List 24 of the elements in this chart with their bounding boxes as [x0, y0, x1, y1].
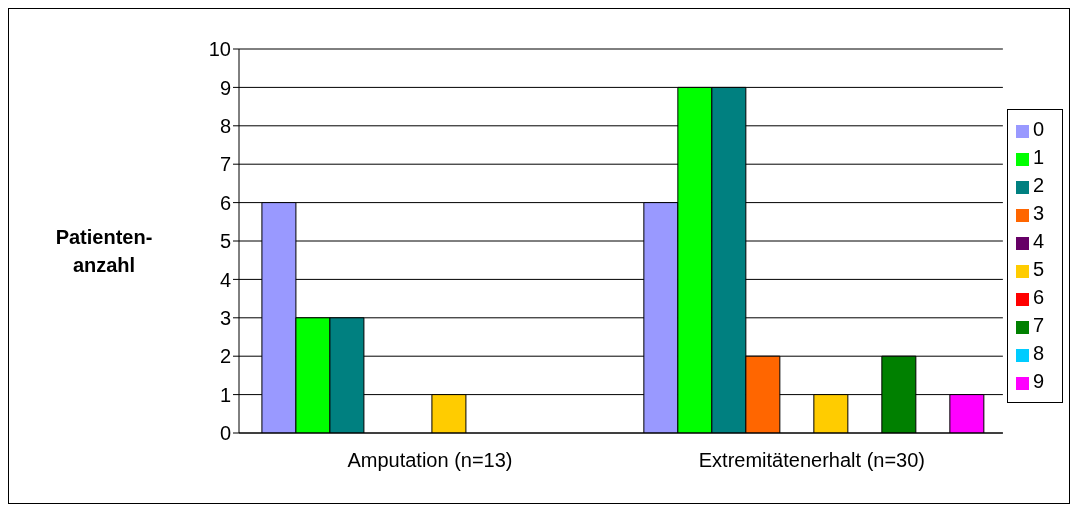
y-tick-label: 4: [219, 268, 231, 291]
x-tick-label: Extremitätenerhalt (n=30): [698, 449, 926, 472]
y-tick-label: 6: [219, 191, 231, 214]
legend-label: 1: [1032, 146, 1044, 168]
legend-label: 9: [1032, 370, 1044, 392]
legend-label: 0: [1032, 118, 1044, 140]
y-tick-label: 5: [219, 230, 231, 253]
legend-label: 6: [1032, 286, 1044, 308]
y-tick-label: 10: [208, 38, 231, 61]
y-axis-title: Patienten-anzahl: [54, 225, 154, 278]
y-tick-label: 0: [219, 422, 231, 445]
x-tick-label: Amputation (n=13): [347, 449, 513, 472]
y-tick-label: 8: [219, 114, 231, 137]
y-tick-label: 9: [219, 76, 231, 99]
legend-label: 2: [1032, 174, 1044, 196]
y-tick-label: 1: [219, 383, 231, 406]
y-tick-label: 3: [219, 306, 231, 329]
y-tick-label: 2: [219, 345, 231, 368]
legend-label: 7: [1032, 314, 1044, 336]
legend-label: 4: [1032, 230, 1044, 252]
legend-label: 3: [1032, 202, 1044, 224]
legend-label: 5: [1032, 258, 1044, 280]
y-tick-label: 7: [219, 153, 231, 176]
legend-label: 8: [1032, 342, 1044, 364]
